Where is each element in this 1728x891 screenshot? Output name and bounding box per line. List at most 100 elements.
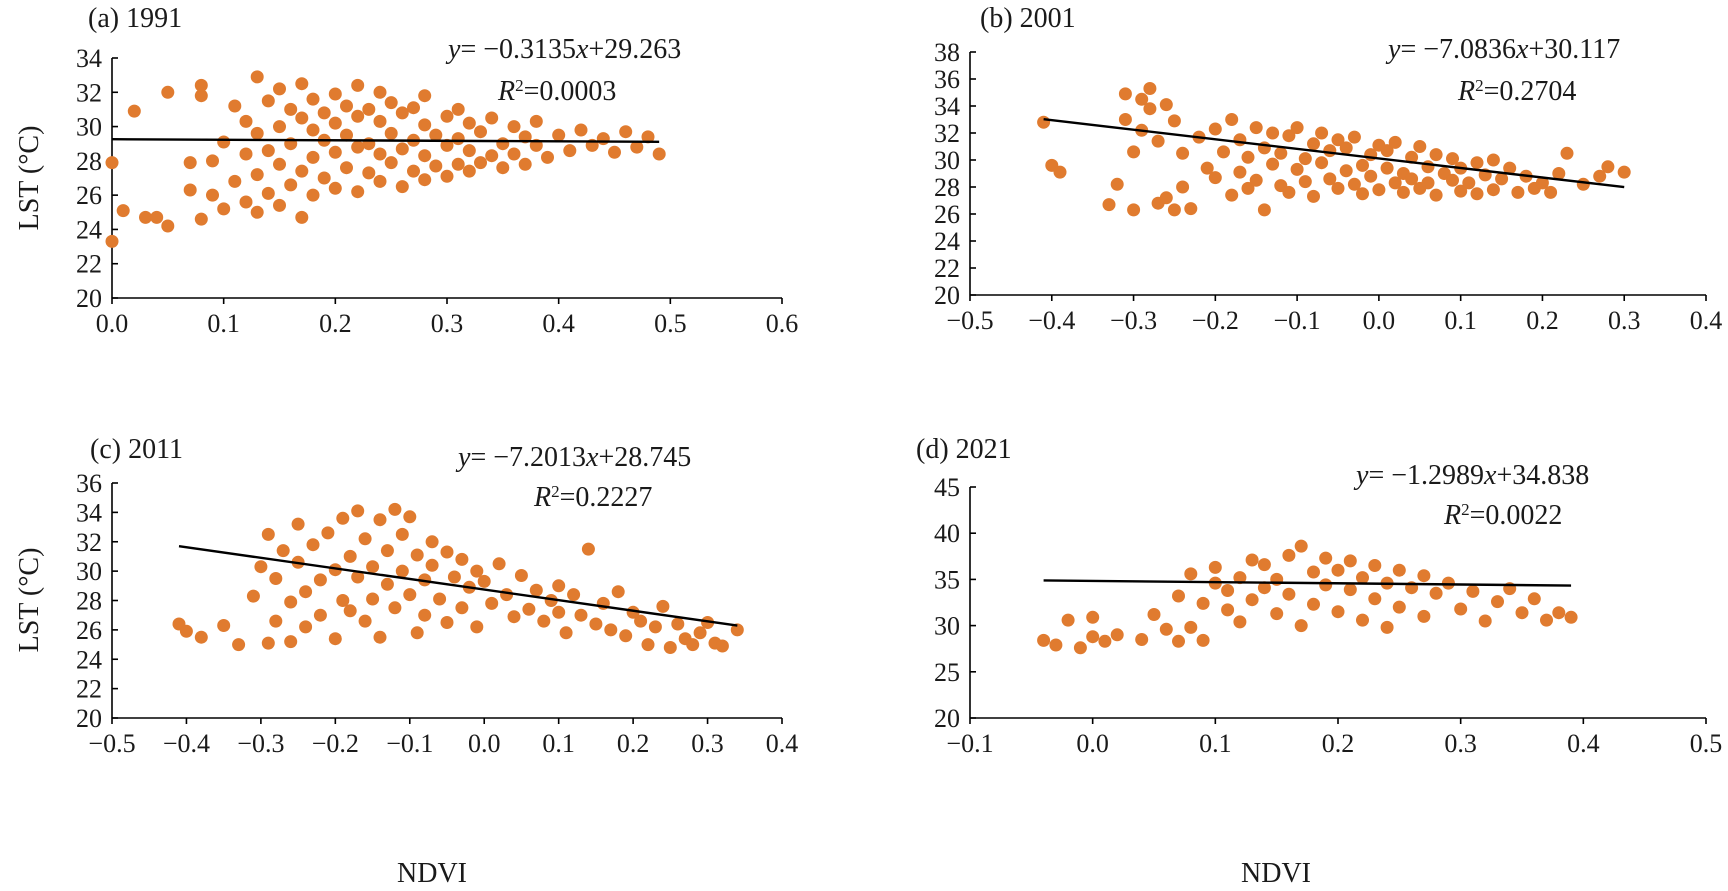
y-tick-label: 32 — [76, 528, 102, 557]
data-point — [1491, 595, 1504, 609]
data-point — [686, 638, 700, 652]
data-point — [410, 548, 424, 562]
data-point — [284, 178, 298, 192]
data-point — [630, 140, 644, 154]
data-point — [1118, 113, 1132, 126]
data-point — [1356, 571, 1369, 585]
data-point — [254, 560, 268, 574]
data-point — [343, 604, 357, 618]
data-point — [161, 85, 175, 99]
data-point — [239, 114, 253, 128]
data-point — [1241, 181, 1255, 195]
data-point — [1208, 122, 1222, 136]
data-point — [388, 601, 402, 615]
data-point — [395, 564, 409, 578]
data-point — [291, 517, 305, 531]
data-point — [1245, 553, 1259, 567]
data-point — [1294, 539, 1308, 553]
data-point — [470, 620, 484, 634]
data-point — [269, 572, 283, 585]
data-point — [507, 147, 521, 161]
data-point — [250, 126, 264, 140]
data-point — [351, 140, 365, 154]
data-point — [462, 116, 476, 130]
data-point — [1200, 161, 1214, 175]
data-point — [507, 610, 521, 624]
data-point — [1307, 565, 1320, 579]
x-tick-label: 0.1 — [542, 729, 575, 758]
data-point — [351, 570, 365, 584]
data-point — [395, 180, 409, 194]
data-point — [1552, 167, 1566, 180]
data-point — [1274, 146, 1288, 160]
data-point — [1446, 173, 1459, 187]
data-point — [1172, 634, 1185, 648]
x-tick-label: 0.3 — [1444, 729, 1477, 758]
data-point — [1462, 176, 1476, 190]
data-point — [440, 545, 454, 559]
data-point — [1159, 191, 1173, 205]
x-tick-label: 0.3 — [691, 729, 724, 758]
data-point — [1388, 135, 1402, 149]
data-point — [295, 164, 309, 178]
data-point — [351, 185, 365, 199]
data-point — [1343, 554, 1357, 568]
x-axis-title-right: NDVI — [1241, 858, 1311, 889]
data-point — [239, 195, 253, 209]
data-point — [541, 150, 554, 164]
data-point — [1478, 614, 1492, 628]
data-point — [407, 164, 420, 178]
panel-title: (a) 1991 — [88, 3, 182, 34]
x-tick-label: 0.0 — [96, 309, 129, 338]
data-point — [1102, 198, 1116, 212]
data-point — [1184, 567, 1198, 581]
data-point — [1576, 177, 1590, 191]
data-point — [127, 104, 141, 118]
x-tick-label: 0.2 — [1526, 306, 1559, 335]
y-tick-label: 26 — [934, 200, 960, 229]
data-point — [1053, 165, 1067, 179]
y-tick-label: 34 — [76, 44, 102, 73]
y-tick-label: 20 — [76, 284, 102, 313]
data-point — [1298, 175, 1312, 189]
data-point — [1143, 102, 1157, 116]
data-point — [518, 157, 532, 171]
data-point — [455, 601, 469, 615]
data-point — [1535, 176, 1549, 190]
data-point — [1601, 160, 1615, 174]
data-point — [313, 608, 327, 622]
data-point — [250, 205, 264, 219]
data-point — [1225, 113, 1239, 126]
data-point — [340, 128, 353, 142]
data-point — [161, 219, 175, 233]
x-tick-label: 0.4 — [1567, 729, 1600, 758]
data-point — [261, 186, 275, 200]
y-tick-label: 28 — [76, 587, 102, 616]
x-tick-label: −0.4 — [163, 729, 210, 758]
y-tick-label: 32 — [934, 119, 960, 148]
data-point — [217, 135, 231, 149]
x-axis-title-left: NDVI — [397, 858, 467, 889]
data-point — [384, 156, 398, 170]
x-tick-label: −0.5 — [88, 729, 135, 758]
x-tick-label: 0.5 — [654, 309, 687, 338]
y-tick-label: 24 — [76, 215, 102, 244]
data-point — [1086, 610, 1100, 624]
data-point — [619, 629, 633, 643]
data-point — [194, 212, 208, 226]
data-point — [1417, 609, 1431, 623]
data-point — [418, 149, 432, 163]
data-point — [559, 626, 573, 640]
x-tick-label: −0.3 — [1110, 306, 1157, 335]
data-point — [451, 102, 465, 116]
data-point — [1441, 576, 1455, 590]
data-point — [1241, 150, 1255, 164]
data-point — [1086, 630, 1100, 644]
data-point — [455, 552, 469, 566]
data-point — [1159, 98, 1173, 112]
data-point — [447, 570, 461, 584]
data-point — [1564, 610, 1578, 624]
data-point — [462, 144, 476, 158]
data-point — [1167, 114, 1181, 128]
